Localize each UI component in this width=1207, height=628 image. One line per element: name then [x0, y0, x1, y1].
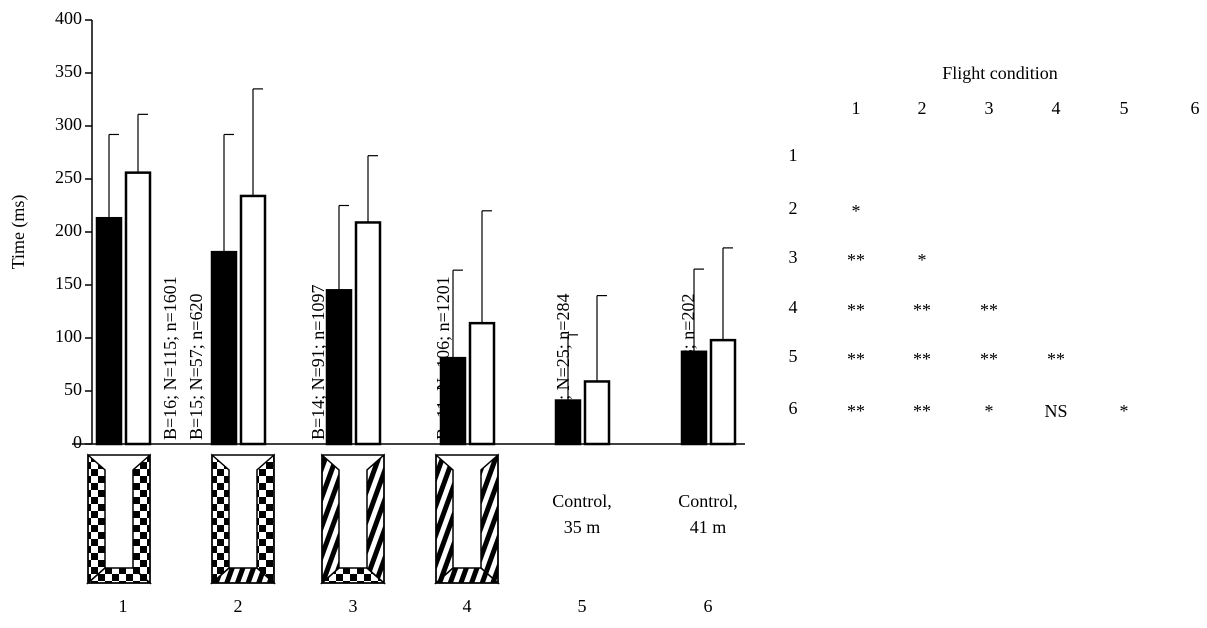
table-cell: ** [913, 349, 931, 369]
table-title: Flight condition [942, 63, 1058, 83]
column-header: 3 [985, 98, 994, 118]
condition-caption: Control, [552, 491, 612, 511]
bar-annotation: B=14; N=91; n=1097 [308, 285, 328, 440]
table-cell: ** [913, 300, 931, 320]
column-header: 2 [918, 98, 927, 118]
table-cell: * [1120, 401, 1129, 421]
tunnel-icon [88, 455, 150, 583]
bar-annotation: B=11; N=106; n=1201 [433, 276, 453, 440]
table-cell: ** [980, 300, 998, 320]
column-header: 4 [1052, 98, 1061, 118]
row-header: 2 [789, 198, 798, 218]
table-cell: * [918, 250, 927, 270]
condition-caption: Control, [678, 491, 738, 511]
column-header: 1 [852, 98, 861, 118]
bar [327, 290, 351, 444]
table-cell: * [985, 401, 994, 421]
table-cell: ** [1047, 349, 1065, 369]
table-cell: ** [913, 401, 931, 421]
figure: Time (ms) 0 50 100 150 200 250 300 350 400 B=16; … [0, 0, 1207, 623]
table-cell: ** [847, 300, 865, 320]
y-tick-label: 400 [55, 8, 82, 28]
table-cell: ** [847, 349, 865, 369]
row-header: 1 [789, 145, 798, 165]
condition-caption: 35 m [564, 517, 601, 537]
table-cell: NS [1044, 401, 1067, 421]
table-cell: ** [980, 349, 998, 369]
bar [126, 173, 150, 444]
x-tick-label: 1 [119, 596, 128, 616]
y-tick-label: 100 [55, 326, 82, 346]
bar [97, 218, 121, 444]
y-tick-label: 200 [55, 220, 82, 240]
y-tick-label: 50 [64, 379, 82, 399]
x-tick-label: 3 [349, 596, 358, 616]
x-tick-label: 4 [463, 596, 472, 616]
column-header: 6 [1191, 98, 1200, 118]
tunnel-icon [436, 455, 498, 583]
bar-annotation: B=16; N=115; n=1601 [160, 276, 180, 440]
condition-caption: 41 m [690, 517, 727, 537]
y-axis-label: Time (ms) [8, 195, 29, 270]
table-cell: * [852, 201, 861, 221]
bar [241, 196, 265, 444]
bar [212, 252, 236, 444]
table-cell: ** [847, 401, 865, 421]
column-header: 5 [1120, 98, 1129, 118]
x-tick-label: 6 [704, 596, 713, 616]
bar-annotation: B=15; N=57; n=620 [186, 294, 206, 440]
bar-annotation: B=13; N=25; n=284 [553, 294, 573, 440]
y-tick-label: 350 [55, 61, 82, 81]
row-header: 6 [789, 398, 798, 418]
y-tick-label: 0 [73, 432, 82, 452]
bar [470, 323, 494, 444]
y-tick-label: 250 [55, 167, 82, 187]
tunnel-icon [322, 455, 384, 583]
row-header: 4 [789, 297, 798, 317]
bar-annotation: B=10; N=18; n=202 [678, 294, 698, 440]
row-header: 3 [789, 247, 798, 267]
bar [711, 340, 735, 444]
y-tick-label: 300 [55, 114, 82, 134]
y-tick-label: 150 [55, 273, 82, 293]
x-tick-label: 2 [234, 596, 243, 616]
x-tick-label: 5 [578, 596, 587, 616]
tunnel-icons [88, 455, 498, 583]
table-cell: ** [847, 250, 865, 270]
bar [356, 222, 380, 444]
bar [585, 381, 609, 444]
tunnel-icon [212, 455, 274, 583]
row-header: 5 [789, 346, 798, 366]
